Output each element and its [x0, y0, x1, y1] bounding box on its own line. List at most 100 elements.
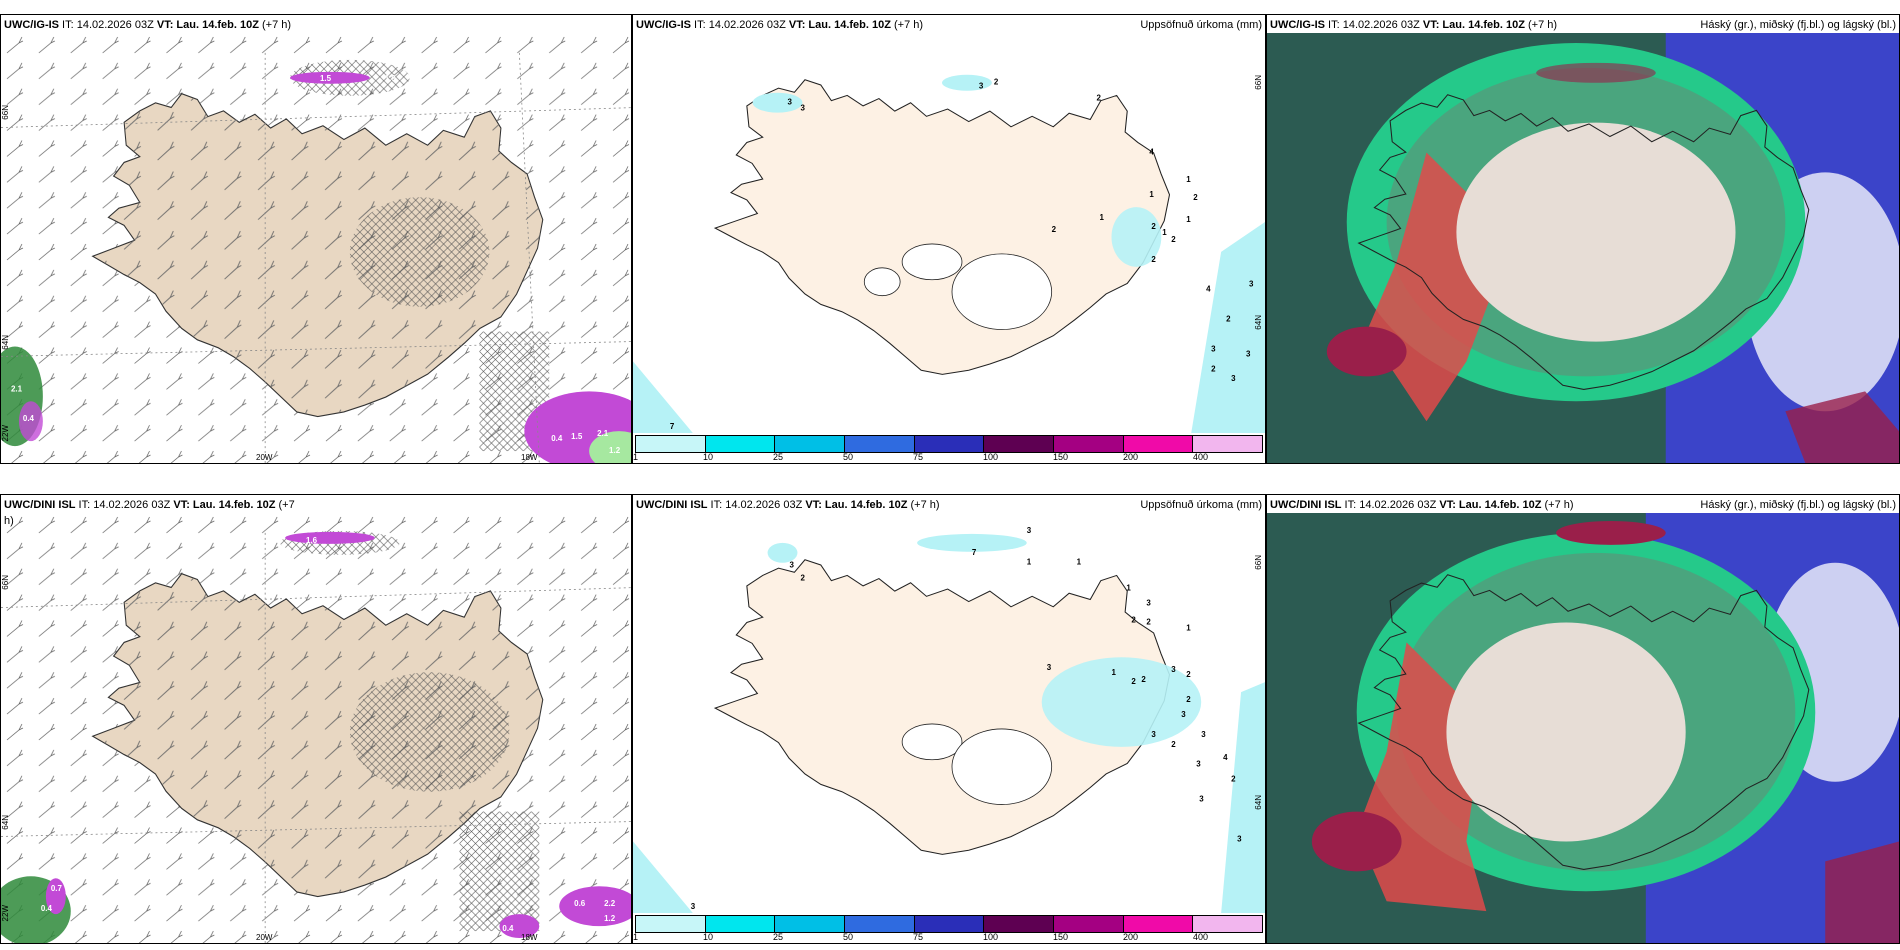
field-title: Uppsöfnuð úrkoma (mm): [1140, 19, 1262, 31]
cloud-map: [1267, 33, 1899, 463]
svg-text:2: 2: [1146, 617, 1151, 626]
svg-text:7: 7: [670, 422, 675, 431]
svg-text:2: 2: [800, 574, 805, 583]
svg-text:2: 2: [1052, 225, 1057, 234]
colorbar-tick: 75: [913, 452, 924, 462]
svg-text:2: 2: [1186, 695, 1191, 704]
precip-map: 3 2 3 3 2 4 1 2 1 2 1 1 2 2 1 2 4 2 3 3 …: [633, 33, 1265, 433]
svg-text:4: 4: [1206, 285, 1211, 294]
wind-value: 2.1: [11, 384, 23, 393]
svg-text:3: 3: [1027, 526, 1032, 535]
svg-text:2: 2: [1131, 677, 1136, 686]
svg-text:1: 1: [1100, 213, 1105, 222]
svg-text:2.2: 2.2: [604, 899, 616, 908]
svg-text:3: 3: [1181, 710, 1186, 719]
lat-tick: 64N: [1254, 315, 1263, 330]
svg-text:2: 2: [1141, 675, 1146, 684]
colorbar-tick: 200: [1123, 452, 1139, 462]
svg-text:3: 3: [1146, 599, 1151, 608]
lon-tick: 20W: [256, 453, 273, 462]
svg-text:3: 3: [1249, 280, 1254, 289]
svg-text:3: 3: [800, 104, 805, 113]
wind-value: 2.1: [597, 429, 609, 438]
svg-text:0.4: 0.4: [41, 904, 53, 913]
svg-text:1: 1: [1186, 175, 1191, 184]
svg-text:2: 2: [1231, 775, 1236, 784]
lat-tick: 66N: [1, 105, 10, 120]
panel-header: UWC/IG-IS IT: 14.02.2026 03Z VT: Lau. 14…: [1270, 19, 1896, 31]
svg-text:1: 1: [1027, 558, 1032, 567]
svg-text:2: 2: [1193, 193, 1198, 202]
panel-header: UWC/DINI ISL IT: 14.02.2026 03Z VT: Lau.…: [4, 499, 295, 527]
svg-text:2: 2: [1097, 94, 1102, 103]
svg-text:2: 2: [994, 78, 999, 87]
panel-header: UWC/DINI ISL IT: 14.02.2026 03Z VT: Lau.…: [1270, 499, 1896, 511]
svg-text:3: 3: [1171, 665, 1176, 674]
colorbar-tick: 1: [633, 452, 639, 462]
svg-text:0.4: 0.4: [502, 924, 514, 933]
svg-text:2: 2: [1171, 235, 1176, 244]
svg-text:1: 1: [1162, 228, 1167, 237]
wind-value: 1.5: [320, 74, 332, 83]
panel-header: UWC/IG-IS IT: 14.02.2026 03Z VT: Lau. 14…: [4, 19, 292, 31]
svg-text:0.7: 0.7: [51, 884, 63, 893]
precip-panel-row1: UWC/IG-IS IT: 14.02.2026 03Z VT: Lau. 14…: [632, 14, 1266, 464]
lon-tick: 22W: [1, 425, 10, 442]
svg-text:1.2: 1.2: [604, 914, 616, 923]
precip-panel-row2: UWC/DINI ISL IT: 14.02.2026 03Z VT: Lau.…: [632, 494, 1266, 944]
svg-text:3: 3: [1246, 349, 1251, 358]
svg-text:3: 3: [1211, 344, 1216, 353]
lon-tick: 18W: [521, 453, 538, 462]
svg-text:7: 7: [972, 548, 977, 557]
colorbar-tick: 50: [843, 452, 854, 462]
svg-text:1.6: 1.6: [306, 536, 318, 545]
wind-value: 0.4: [23, 414, 35, 423]
svg-text:3: 3: [979, 82, 984, 91]
wind-value: 0.4: [551, 434, 563, 443]
svg-text:3: 3: [1047, 663, 1052, 672]
panel-header: UWC/IG-IS IT: 14.02.2026 03Z VT: Lau. 14…: [636, 19, 1262, 31]
colorbar-tick: 100: [983, 452, 999, 462]
svg-text:1: 1: [1111, 668, 1116, 677]
colorbar-tick: 10: [703, 452, 714, 462]
svg-text:2: 2: [1211, 364, 1216, 373]
svg-text:3: 3: [1151, 730, 1156, 739]
colorbar-tick: 400: [1193, 452, 1209, 462]
cloud-panel-row2: UWC/DINI ISL IT: 14.02.2026 03Z VT: Lau.…: [1266, 494, 1900, 944]
svg-text:3: 3: [1237, 834, 1242, 843]
svg-text:1: 1: [1126, 584, 1131, 593]
colorbar-tick: 150: [1053, 452, 1069, 462]
colorbar-boxes: [635, 435, 1263, 453]
svg-text:3: 3: [790, 561, 795, 570]
wind-map: 1.6 0.7 0.4 0.6 2.2 1.2 0.4: [1, 513, 631, 943]
svg-text:2: 2: [1186, 670, 1191, 679]
svg-text:2: 2: [1151, 222, 1156, 231]
wind-value: 1.9: [385, 74, 397, 83]
field-title: Háský (gr.), miðský (fj.bl.) og lágský (…: [1700, 19, 1896, 31]
wind-panel-row2: UWC/DINI ISL IT: 14.02.2026 03Z VT: Lau.…: [0, 494, 632, 944]
svg-text:1: 1: [1186, 623, 1191, 632]
precip-map: 3 7 1 3 2 1 1 3 2 2 1 3 1 2 2 2 3 3 2 3 …: [633, 513, 1265, 913]
wind-panel-row1: UWC/IG-IS IT: 14.02.2026 03Z VT: Lau. 14…: [0, 14, 632, 464]
cloud-panel-row1: UWC/IG-IS IT: 14.02.2026 03Z VT: Lau. 14…: [1266, 14, 1900, 464]
svg-text:2: 2: [1131, 615, 1136, 624]
panel-header: UWC/DINI ISL IT: 14.02.2026 03Z VT: Lau.…: [636, 499, 1262, 511]
svg-text:3: 3: [1231, 374, 1236, 383]
colorbar: 1 10 25 50 75 100 150 200 400: [633, 913, 1265, 943]
svg-text:2: 2: [1226, 315, 1231, 324]
svg-text:3: 3: [1199, 795, 1204, 804]
svg-text:1: 1: [1186, 215, 1191, 224]
svg-text:4: 4: [1149, 147, 1154, 156]
svg-text:3: 3: [1201, 730, 1206, 739]
model-name: UWC/IG-IS: [4, 19, 59, 31]
svg-text:4: 4: [1223, 753, 1228, 762]
svg-text:1: 1: [1149, 190, 1154, 199]
svg-text:2: 2: [1171, 740, 1176, 749]
cloud-map: [1267, 513, 1899, 943]
valid-time: VT: Lau. 14.feb. 10Z: [156, 19, 259, 31]
wind-map: 2.1 0.4 0.4 1.5 2.1 1.2 1.9 1.5: [1, 33, 631, 463]
svg-text:1: 1: [1077, 558, 1082, 567]
svg-text:3: 3: [1196, 760, 1201, 769]
svg-text:3: 3: [691, 902, 696, 911]
lat-tick: 66N: [1254, 75, 1263, 90]
